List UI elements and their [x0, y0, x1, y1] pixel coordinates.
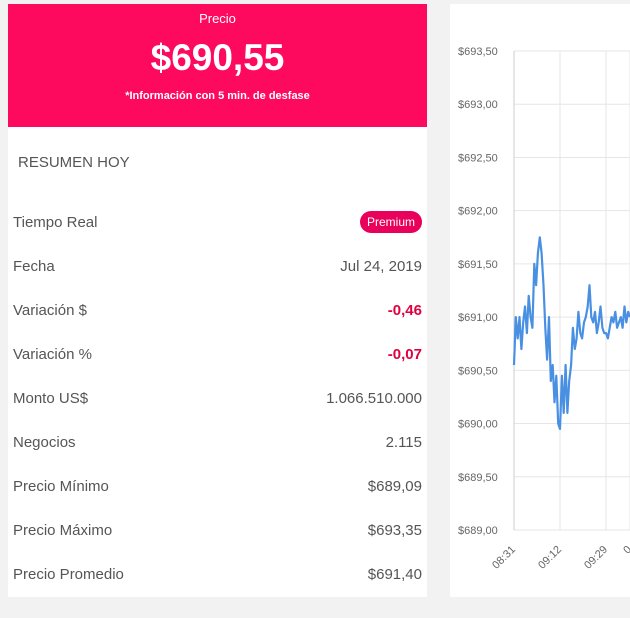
row-value: Jul 24, 2019 — [340, 257, 422, 275]
price-chart-panel: $693,50 $693,00 $692,50 $692,00 $691,50 $691,… — [450, 4, 630, 597]
y-tick-label: $692,00 — [458, 206, 498, 218]
y-tick-label: $689,50 — [458, 472, 498, 484]
row-value: -0,46 — [387, 301, 422, 319]
row-precio-maximo: Precio Máximo $693,35 — [13, 516, 422, 544]
row-value: 2.115 — [385, 433, 422, 451]
row-label: Negocios — [13, 433, 76, 451]
row-monto: Monto US$ 1.066.510.000 — [13, 384, 422, 412]
x-tick-label: 08:31 — [490, 544, 518, 572]
row-value: 1.066.510.000 — [326, 389, 422, 407]
summary-panel: Precio $690,55 *Información con 5 min. d… — [8, 4, 427, 597]
y-tick-label: $691,00 — [458, 312, 498, 324]
x-tick-label: 09:12 — [536, 544, 564, 572]
price-value: $690,55 — [150, 37, 285, 78]
premium-badge[interactable]: Premium — [359, 211, 422, 233]
x-tick-label: 09:29 — [582, 544, 610, 572]
row-value: $693,35 — [367, 521, 422, 539]
price-delay-note: *Información con 5 min. de desfase — [125, 90, 310, 102]
row-value: -0,07 — [387, 345, 422, 363]
row-fecha: Fecha Jul 24, 2019 — [13, 252, 422, 280]
row-value: $689,09 — [367, 477, 422, 495]
row-label: Precio Máximo — [13, 521, 113, 539]
row-label: Precio Promedio — [13, 565, 124, 583]
summary-title: RESUMEN HOY — [18, 154, 130, 171]
y-tick-label: $690,00 — [458, 419, 498, 431]
row-label: Fecha — [13, 257, 55, 275]
row-tiempo-real: Tiempo Real Premium — [13, 208, 422, 236]
y-tick-label: $692,50 — [458, 152, 498, 164]
row-label: Variación $ — [13, 301, 87, 319]
row-variacion-pct: Variación % -0,07 — [13, 340, 422, 368]
row-variacion-abs: Variación $ -0,46 — [13, 296, 422, 324]
row-label: Variación % — [13, 345, 92, 363]
row-label: Monto US$ — [13, 389, 89, 407]
price-series-line — [512, 236, 630, 430]
row-precio-promedio: Precio Promedio $691,40 — [13, 560, 422, 588]
row-label: Precio Mínimo — [13, 477, 109, 495]
row-value: $691,40 — [367, 565, 422, 583]
row-precio-minimo: Precio Mínimo $689,09 — [13, 472, 422, 500]
y-tick-label: $691,50 — [458, 259, 498, 271]
y-tick-label: $689,00 — [458, 525, 498, 537]
price-label: Precio — [199, 11, 236, 26]
row-negocios: Negocios 2.115 — [13, 428, 422, 456]
price-header: Precio $690,55 *Información con 5 min. d… — [8, 4, 427, 127]
row-label: Tiempo Real — [13, 213, 98, 231]
y-tick-label: $690,50 — [458, 365, 498, 377]
price-line-chart[interactable]: $693,50 $693,00 $692,50 $692,00 $691,50 $691,… — [450, 4, 630, 597]
x-tick-label: 0 — [621, 544, 630, 557]
y-tick-label: $693,50 — [458, 46, 498, 58]
y-tick-label: $693,00 — [458, 99, 498, 111]
